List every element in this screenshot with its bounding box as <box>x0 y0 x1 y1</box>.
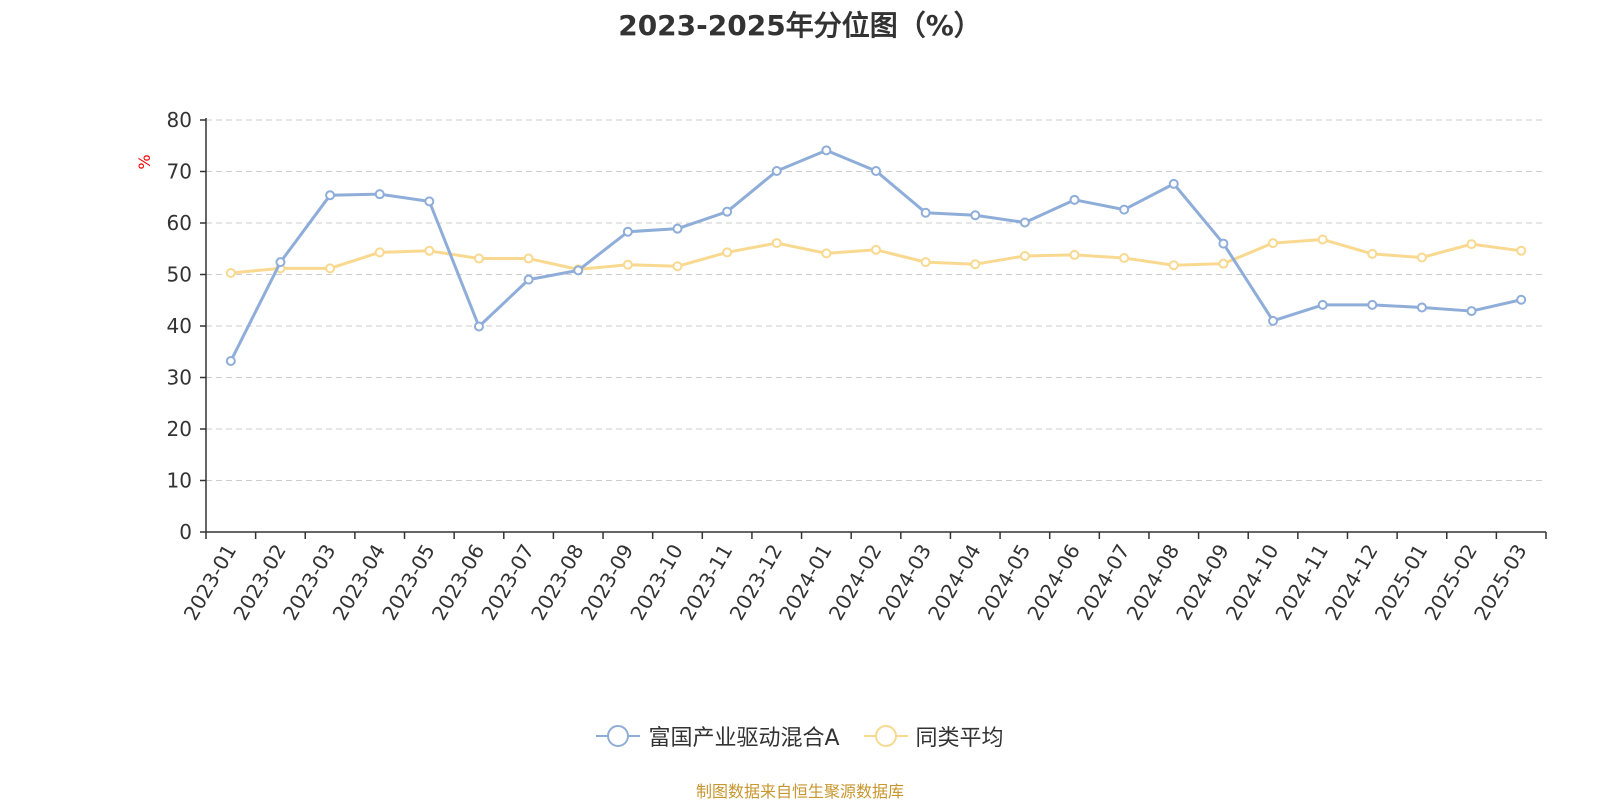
data-point-1 <box>672 261 683 272</box>
data-point-1 <box>622 259 633 270</box>
data-point-0 <box>871 165 881 176</box>
data-point-1 <box>1516 245 1527 256</box>
data-point-0 <box>1168 178 1179 189</box>
data-point-0 <box>424 196 435 207</box>
data-point-0 <box>1367 299 1378 310</box>
data-point-1 <box>1019 250 1030 261</box>
legend-label-average: 同类平均 <box>915 726 1004 751</box>
data-point-0 <box>1268 315 1279 326</box>
data-point-1 <box>1367 248 1378 259</box>
data-point-1 <box>970 259 981 270</box>
data-point-1 <box>225 267 236 278</box>
series-line-1 <box>230 237 1522 275</box>
data-point-0 <box>1218 238 1229 249</box>
data-point-1 <box>325 263 336 274</box>
data-point-1 <box>1218 258 1229 269</box>
y-tick-label: 50 <box>167 263 192 287</box>
y-tick-label: 10 <box>167 469 192 493</box>
data-point-0 <box>1466 306 1477 317</box>
data-point-1 <box>1119 253 1130 264</box>
y-tick-label: 60 <box>167 211 192 235</box>
data-point-1 <box>920 257 931 268</box>
y-tick-label: 20 <box>167 417 192 441</box>
data-point-0 <box>523 274 534 285</box>
legend-marker-average <box>863 725 908 747</box>
data-point-1 <box>821 248 832 259</box>
data-point-1 <box>1168 260 1179 271</box>
data-point-0 <box>920 207 931 218</box>
data-point-1 <box>1466 239 1477 250</box>
data-point-1 <box>1416 252 1427 263</box>
data-point-0 <box>275 257 286 268</box>
data-point-1 <box>722 247 733 258</box>
data-point-0 <box>473 321 484 332</box>
legend-item-average[interactable]: 同类平均 <box>863 720 1004 752</box>
data-point-0 <box>1416 302 1427 313</box>
data-point-0 <box>573 265 584 276</box>
data-point-1 <box>424 245 435 256</box>
data-point-1 <box>523 253 534 264</box>
data-point-1 <box>374 247 385 258</box>
data-point-0 <box>622 226 633 237</box>
data-point-1 <box>1069 249 1080 260</box>
data-point-0 <box>1069 194 1080 205</box>
data-point-1 <box>771 238 782 249</box>
y-tick-label: 80 <box>167 108 192 132</box>
y-tick-label: 0 <box>179 520 192 544</box>
data-point-0 <box>672 223 683 234</box>
legend: 富国产业驱动混合A 同类平均 <box>0 720 1600 752</box>
data-point-0 <box>225 356 236 367</box>
y-tick-label: 30 <box>167 366 192 390</box>
data-point-0 <box>722 206 733 217</box>
data-point-0 <box>1119 204 1130 215</box>
data-point-0 <box>970 210 981 221</box>
y-tick-label: 70 <box>167 160 192 184</box>
data-point-1 <box>1268 238 1279 249</box>
data-point-0 <box>1516 294 1527 305</box>
legend-item-fund[interactable]: 富国产业驱动混合A <box>596 720 840 752</box>
series-line-0 <box>229 148 1522 362</box>
data-point-1 <box>871 244 881 255</box>
legend-marker-fund <box>596 725 641 747</box>
data-point-1 <box>473 253 484 264</box>
data-point-0 <box>1019 217 1030 228</box>
data-point-1 <box>1317 234 1328 245</box>
y-tick-label: 40 <box>167 314 192 338</box>
data-point-0 <box>821 145 832 156</box>
data-point-0 <box>1317 299 1328 310</box>
source-note: 制图数据来自恒生聚源数据库 <box>695 782 904 801</box>
data-point-0 <box>771 165 782 176</box>
chart-title: 2023-2025年分位图（%） <box>618 9 982 42</box>
data-point-0 <box>325 190 336 201</box>
data-point-0 <box>374 189 385 200</box>
legend-label-fund: 富国产业驱动混合A <box>648 726 840 751</box>
y-axis-label: % <box>135 154 154 169</box>
